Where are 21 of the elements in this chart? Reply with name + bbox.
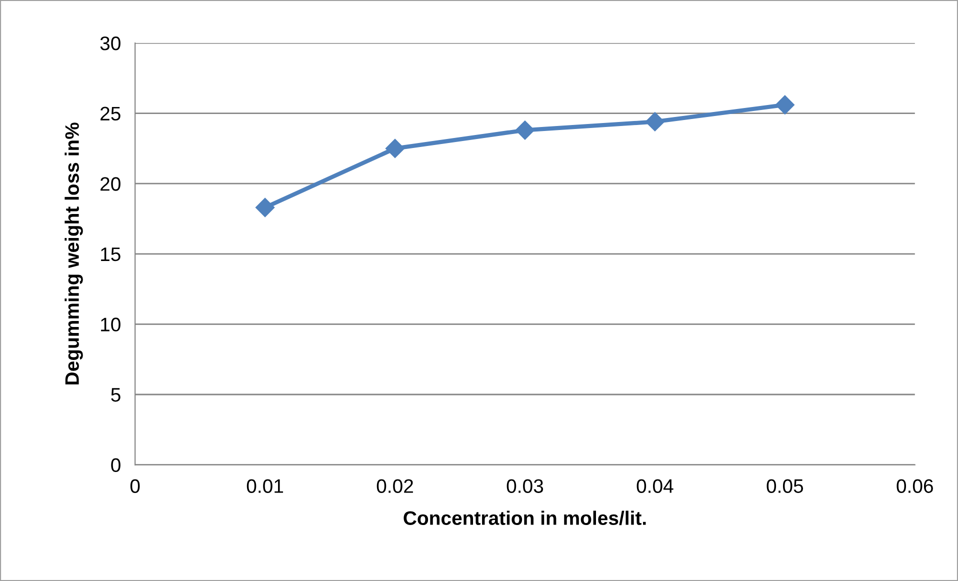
x-tick-label: 0.06 bbox=[896, 479, 933, 493]
y-tick-label: 30 bbox=[100, 36, 120, 50]
point bbox=[385, 138, 405, 158]
x-tick-label: 0.04 bbox=[636, 479, 674, 493]
x-tick-label: 0 bbox=[130, 479, 140, 493]
x-tick-label: 0.02 bbox=[376, 479, 413, 493]
y-tick-label: 10 bbox=[101, 318, 120, 332]
y-tick-label: 0 bbox=[111, 458, 120, 472]
point bbox=[645, 112, 664, 132]
point bbox=[775, 95, 794, 114]
x-axis-title: Concentration in moles/lit. bbox=[404, 510, 646, 526]
x-tick-label: 0.05 bbox=[766, 479, 804, 493]
point bbox=[256, 198, 275, 218]
y-tick-label: 20 bbox=[100, 177, 120, 191]
y-axis-title: Degumming weight loss in% bbox=[64, 122, 83, 384]
x-tick-label: 0.01 bbox=[246, 479, 284, 493]
y-tick-label: 25 bbox=[100, 106, 120, 121]
y-tick-label: 15 bbox=[101, 248, 120, 262]
x-tick-label: 0.03 bbox=[506, 479, 544, 493]
y-tick-label: 5 bbox=[111, 388, 120, 402]
point bbox=[515, 120, 535, 140]
